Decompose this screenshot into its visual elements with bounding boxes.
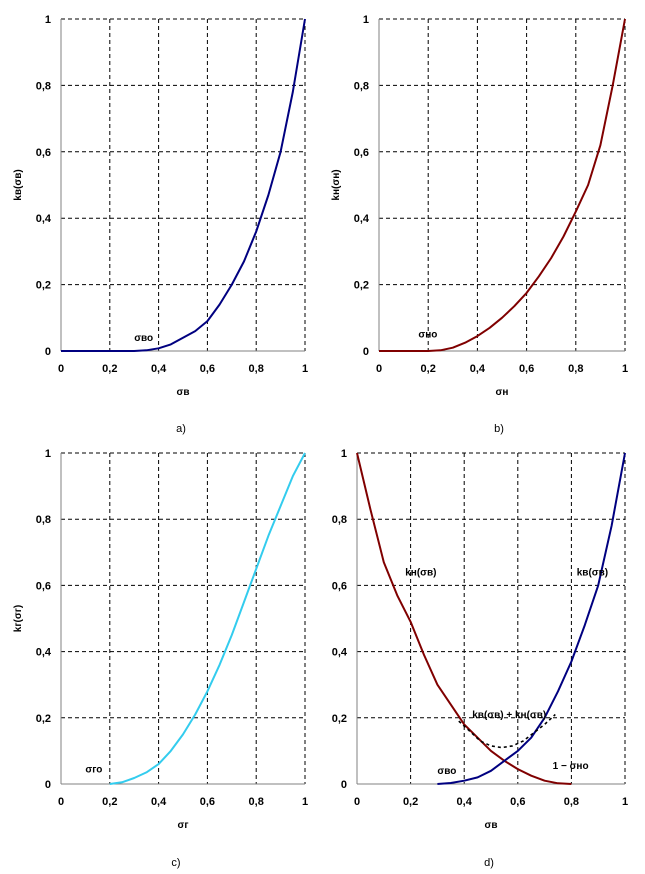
panel-caption: c) [171, 857, 180, 869]
y-tick-label: 1 [45, 448, 51, 460]
y-tick-label: 0 [45, 779, 51, 791]
x-axis-title: σг [177, 820, 188, 831]
y-tick-label: 0,8 [354, 80, 369, 92]
x-tick-label: 0,6 [200, 363, 215, 375]
y-tick-label: 0,4 [354, 213, 370, 225]
y-tick-label: 0 [363, 346, 369, 358]
y-tick-label: 0,4 [36, 647, 52, 659]
y-tick-label: 0,8 [36, 80, 51, 92]
x-tick-label: 1 [622, 363, 628, 375]
x-tick-label: 0,4 [470, 363, 486, 375]
y-tick-label: 0,8 [36, 514, 51, 526]
x-tick-label: 0 [58, 363, 64, 375]
x-tick-label: 0,4 [457, 796, 473, 808]
panel-caption: a) [176, 423, 186, 435]
y-axis-title: kв(σв) [13, 169, 24, 200]
x-tick-label: 0,8 [249, 363, 264, 375]
x-tick-label: 0,6 [519, 363, 534, 375]
series-line-1 [356, 452, 572, 785]
x-axis-title: σв [177, 387, 190, 398]
annotation-label: 1 − σно [553, 761, 589, 772]
series-line-2 [437, 452, 626, 785]
y-tick-label: 0 [45, 346, 51, 358]
annotation-label: kн(σв) [405, 567, 436, 578]
x-tick-label: 1 [302, 363, 308, 375]
panel-caption: d) [484, 857, 494, 869]
x-tick-label: 0,6 [510, 796, 525, 808]
chart-panel-1: 0 0,2 0,4 0,6 0,8 1 0 0,2 0,4 0,6 0,8 1 σв kв(σв) σво a… [13, 14, 308, 435]
y-axis-title: kг(σг) [13, 605, 24, 632]
y-tick-label: 0,2 [36, 713, 51, 725]
annotation-label: σго [85, 764, 102, 775]
y-tick-label: 0,6 [36, 147, 51, 159]
x-tick-label: 1 [622, 796, 628, 808]
x-tick-label: 0,8 [249, 796, 264, 808]
series-line-1 [379, 18, 626, 352]
x-tick-label: 0 [376, 363, 382, 375]
y-tick-label: 0,2 [36, 280, 51, 292]
chart-panel-4: 0 0,2 0,4 0,6 0,8 1 0 0,2 0,4 0,6 0,8 1 σв kн(σв) kв(σ… [332, 448, 628, 869]
x-axis-title: σв [485, 820, 498, 831]
series-line-1 [109, 452, 306, 785]
x-tick-label: 0,2 [102, 363, 117, 375]
x-tick-label: 0,8 [568, 363, 583, 375]
x-tick-label: 0,4 [151, 796, 167, 808]
chart-panel-3: 0 0,2 0,4 0,6 0,8 1 0 0,2 0,4 0,6 0,8 1 σг kг(σг) σго c… [13, 448, 308, 869]
y-tick-label: 1 [45, 14, 51, 26]
x-tick-label: 0,2 [403, 796, 418, 808]
x-axis-title: σн [496, 387, 509, 398]
y-axis-title: kн(σн) [331, 169, 342, 200]
annotation-label: σво [134, 333, 153, 344]
y-tick-label: 0,4 [36, 213, 52, 225]
y-tick-label: 0 [341, 779, 347, 791]
x-tick-label: 0 [354, 796, 360, 808]
panel-caption: b) [494, 423, 504, 435]
x-tick-label: 0,2 [421, 363, 436, 375]
annotation-label: kв(σв) + kн(σв) [472, 710, 546, 721]
y-tick-label: 1 [341, 448, 347, 460]
y-tick-label: 0,4 [332, 647, 348, 659]
x-tick-label: 0,6 [200, 796, 215, 808]
y-tick-label: 0,2 [354, 280, 369, 292]
y-tick-label: 0,6 [332, 580, 347, 592]
series-line-1 [61, 18, 306, 352]
y-tick-label: 0,2 [332, 713, 347, 725]
chart-panel-2: 0 0,2 0,4 0,6 0,8 1 0 0,2 0,4 0,6 0,8 1 σн kн(σн) σно b… [331, 14, 628, 435]
annotation-label: σво [437, 766, 456, 777]
annotation-label: σно [418, 330, 437, 341]
y-tick-label: 1 [363, 14, 369, 26]
x-tick-label: 0 [58, 796, 64, 808]
x-tick-label: 0,4 [151, 363, 167, 375]
y-tick-label: 0,6 [36, 580, 51, 592]
x-tick-label: 1 [302, 796, 308, 808]
x-tick-label: 0,2 [102, 796, 117, 808]
x-tick-label: 0,8 [564, 796, 579, 808]
annotation-label: kв(σв) [577, 567, 608, 578]
y-tick-label: 0,6 [354, 147, 369, 159]
y-tick-label: 0,8 [332, 514, 347, 526]
